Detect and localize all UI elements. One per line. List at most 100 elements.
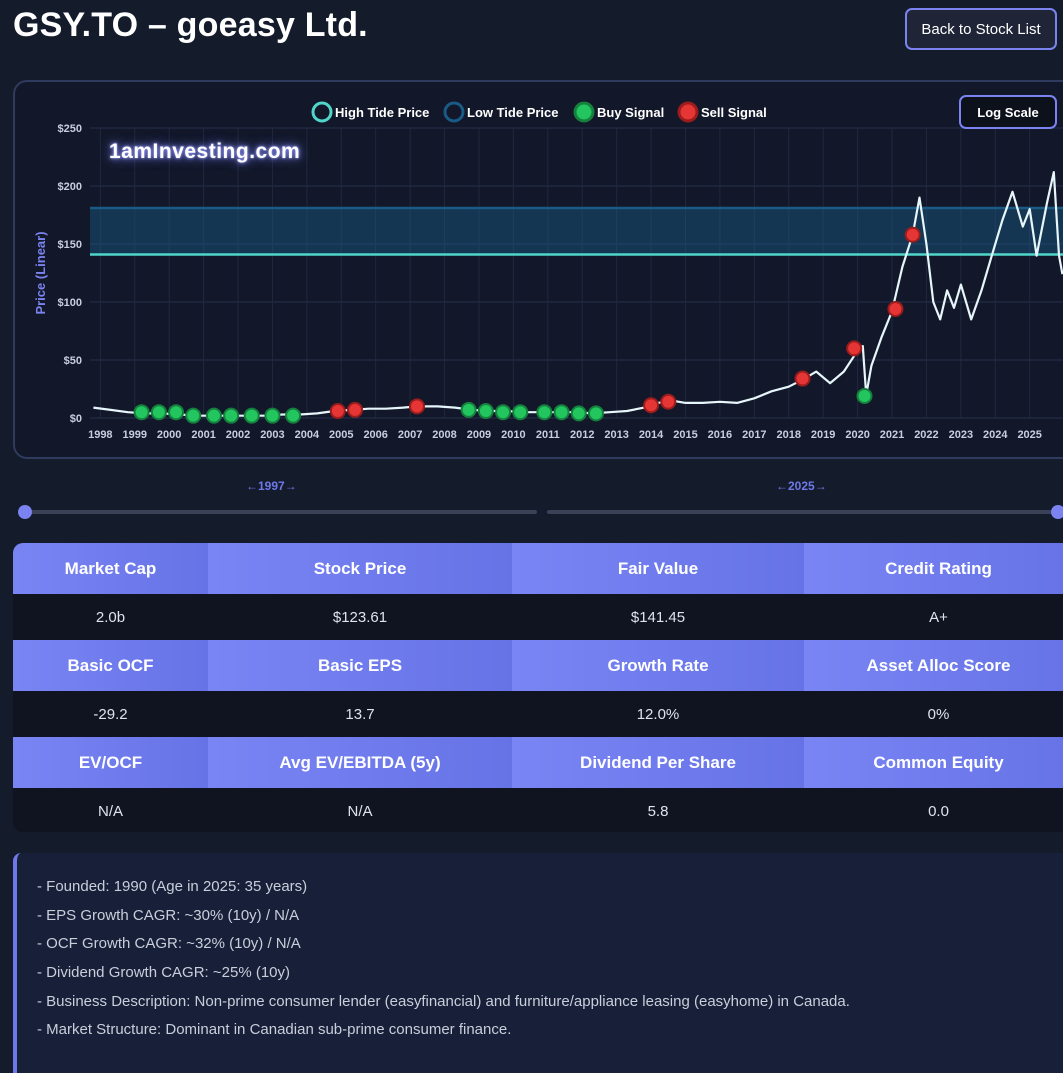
x-tick-label: 2018 bbox=[777, 429, 801, 441]
y-axis-label: Price (Linear) bbox=[33, 231, 48, 314]
x-tick-label: 2009 bbox=[467, 429, 491, 441]
x-tick-label: 2020 bbox=[845, 429, 869, 441]
note-line: - Dividend Growth CAGR: ~25% (10y) bbox=[37, 964, 291, 982]
metrics-header-row: EV/OCF Avg EV/EBITDA (5y) Dividend Per S… bbox=[13, 737, 1063, 788]
sell-signal-marker bbox=[887, 300, 904, 317]
buy-signal-marker bbox=[223, 407, 240, 424]
x-tick-label: 2008 bbox=[432, 429, 456, 441]
x-tick-label: 2024 bbox=[983, 429, 1008, 441]
watermark-logo: 1amInvesting.com bbox=[109, 140, 301, 163]
note-line: - Market Structure: Dominant in Canadian… bbox=[37, 1021, 512, 1039]
buy-signal-marker bbox=[512, 404, 529, 421]
metrics-table: Market Cap Stock Price Fair Value Credit… bbox=[13, 543, 1063, 832]
buy-signal-marker bbox=[477, 403, 494, 420]
note-line: - OCF Growth CAGR: ~32% (10y) / N/A bbox=[37, 935, 301, 953]
metrics-value-row: 2.0b $123.61 $141.45 A+ bbox=[13, 594, 1063, 640]
metric-header: Asset Alloc Score bbox=[804, 640, 1063, 691]
metric-value: N/A bbox=[208, 788, 512, 832]
x-tick-label: 2007 bbox=[398, 429, 422, 441]
x-tick-label: 2021 bbox=[880, 429, 904, 441]
note-line: - Business Description: Non-prime consum… bbox=[37, 992, 850, 1010]
metric-value: N/A bbox=[13, 788, 208, 832]
price-chart-card: $0 $50 $100 $150 $200 $250 1998 1999 2000 2001 200… bbox=[13, 80, 1063, 459]
metric-value: 5.8 bbox=[512, 788, 804, 832]
x-tick-label: 2019 bbox=[811, 429, 835, 441]
metric-header: Avg EV/EBITDA (5y) bbox=[208, 737, 512, 788]
metric-header: Basic OCF bbox=[13, 640, 208, 691]
x-tick-label: 2001 bbox=[191, 429, 215, 441]
sell-signal-marker bbox=[794, 370, 811, 387]
buy-signal-marker bbox=[185, 407, 202, 424]
range-end-thumb[interactable] bbox=[1051, 505, 1063, 519]
metric-value: A+ bbox=[804, 594, 1063, 640]
sell-signal-marker bbox=[904, 226, 921, 243]
metrics-header-row: Market Cap Stock Price Fair Value Credit… bbox=[13, 543, 1063, 594]
metric-header: Dividend Per Share bbox=[512, 737, 804, 788]
x-tick-label: 2023 bbox=[949, 429, 973, 441]
x-tick-label: 2014 bbox=[639, 429, 664, 441]
legend-high-tide-label: High Tide Price bbox=[335, 105, 429, 120]
y-tick-label: $150 bbox=[58, 239, 82, 251]
x-tick-label: 2003 bbox=[260, 429, 284, 441]
metrics-value-row: -29.2 13.7 12.0% 0% bbox=[13, 691, 1063, 737]
sell-signal-marker bbox=[660, 393, 677, 410]
back-to-stock-list-button[interactable]: Back to Stock List bbox=[905, 8, 1057, 50]
x-tick-label: 1998 bbox=[88, 429, 112, 441]
price-chart[interactable]: $0 $50 $100 $150 $200 $250 1998 1999 2000 2001 200… bbox=[15, 82, 1063, 457]
buy-signal-marker bbox=[460, 401, 477, 418]
x-tick-label: 2013 bbox=[604, 429, 628, 441]
y-tick-label: $0 bbox=[70, 413, 82, 425]
metric-value: $123.61 bbox=[208, 594, 512, 640]
metric-header: Credit Rating bbox=[804, 543, 1063, 594]
chart-axes: $0 $50 $100 $150 $200 $250 1998 1999 2000 2001 200… bbox=[33, 123, 1042, 441]
buy-signal-marker bbox=[553, 404, 570, 421]
metric-header: Common Equity bbox=[804, 737, 1063, 788]
tide-band-fill bbox=[90, 208, 1063, 255]
range-end-track[interactable] bbox=[547, 510, 1063, 514]
x-tick-label: 2010 bbox=[501, 429, 525, 441]
chart-grid bbox=[90, 127, 1063, 419]
metric-value: $141.45 bbox=[512, 594, 804, 640]
x-tick-label: 2005 bbox=[329, 429, 353, 441]
legend-sell-signal-label: Sell Signal bbox=[701, 105, 767, 120]
legend-buy-signal-swatch bbox=[573, 101, 595, 123]
note-line: - Founded: 1990 (Age in 2025: 35 years) bbox=[37, 878, 308, 895]
log-scale-button[interactable]: Log Scale bbox=[959, 95, 1057, 129]
metric-header: Growth Rate bbox=[512, 640, 804, 691]
y-tick-label: $100 bbox=[58, 297, 82, 309]
buy-signal-marker bbox=[856, 387, 873, 404]
y-tick-label: $200 bbox=[58, 181, 82, 193]
range-start-label: ←1997→ bbox=[246, 479, 297, 493]
buy-signal-marker bbox=[133, 404, 150, 421]
metric-header: Stock Price bbox=[208, 543, 512, 594]
range-end-label: ←2025→ bbox=[776, 479, 827, 493]
buy-signal-marker bbox=[205, 407, 222, 424]
buy-signal-marker bbox=[587, 405, 604, 422]
sell-signal-marker bbox=[409, 398, 425, 415]
x-tick-label: 2025 bbox=[1017, 429, 1041, 441]
metric-value: 2.0b bbox=[13, 594, 208, 640]
x-tick-label: 2011 bbox=[536, 429, 560, 441]
metric-header: Market Cap bbox=[13, 543, 208, 594]
sell-signal-marker bbox=[643, 397, 660, 414]
metric-value: 12.0% bbox=[512, 691, 804, 737]
x-tick-label: 2022 bbox=[914, 429, 938, 441]
x-tick-label: 2000 bbox=[157, 429, 181, 441]
x-tick-label: 2016 bbox=[708, 429, 732, 441]
range-start-thumb[interactable] bbox=[18, 505, 32, 519]
buy-signal-marker bbox=[285, 407, 302, 424]
metric-header: Fair Value bbox=[512, 543, 804, 594]
x-tick-label: 2002 bbox=[226, 429, 250, 441]
x-tick-label: 2015 bbox=[673, 429, 697, 441]
sell-signal-marker bbox=[846, 340, 863, 357]
buy-signal-marker bbox=[168, 404, 185, 421]
legend-buy-signal-label: Buy Signal bbox=[597, 105, 664, 120]
y-tick-label: $50 bbox=[64, 355, 82, 367]
metric-value: -29.2 bbox=[13, 691, 208, 737]
range-start-track[interactable] bbox=[18, 510, 537, 514]
legend-sell-signal-swatch bbox=[677, 101, 699, 123]
metric-header: Basic EPS bbox=[208, 640, 512, 691]
sell-signal-marker bbox=[347, 401, 364, 418]
metrics-value-row: N/A N/A 5.8 0.0 bbox=[13, 788, 1063, 832]
buy-signal-marker bbox=[570, 405, 587, 422]
